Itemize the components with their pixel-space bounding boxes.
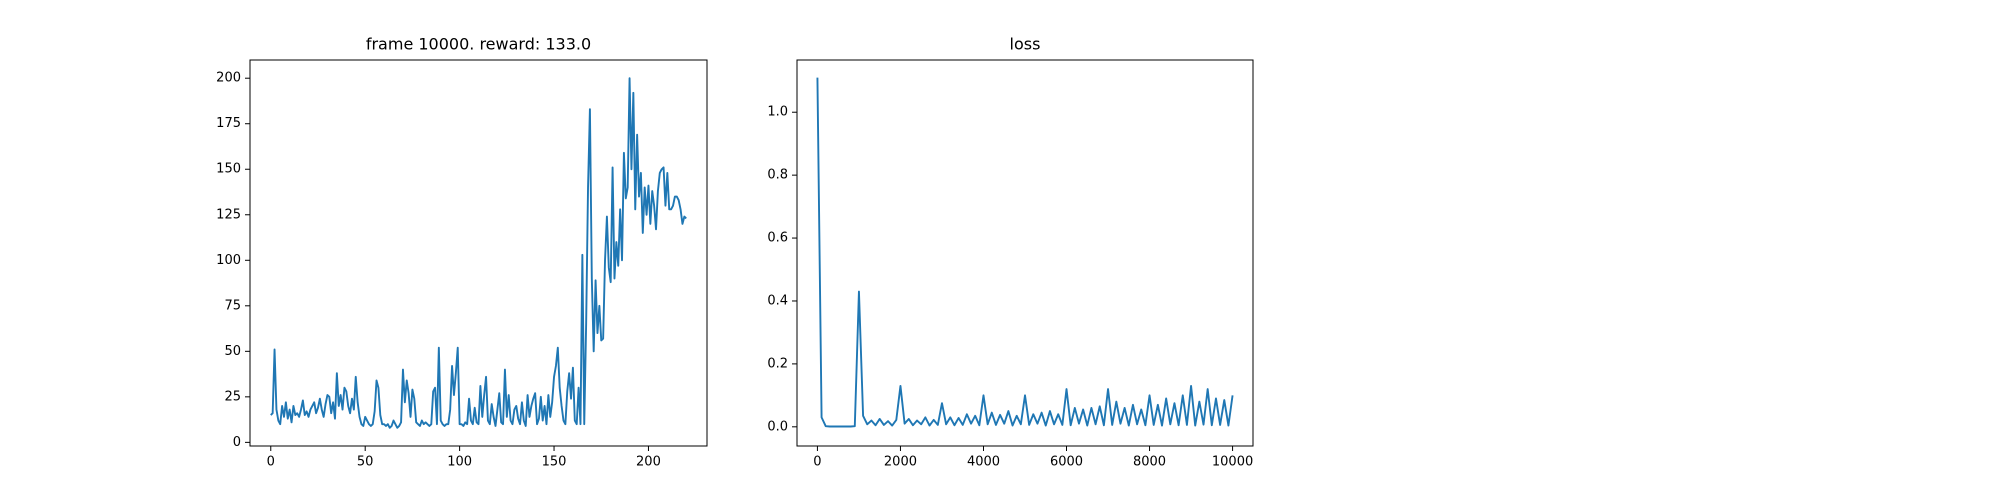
x-tick-label: 0: [267, 455, 275, 470]
x-tick-label: 2000: [884, 455, 917, 470]
x-tick-label: 200: [636, 455, 661, 470]
data-line: [816, 77, 1234, 428]
axes-frame: [249, 59, 708, 447]
y-tick-label: 125: [216, 207, 241, 222]
chart-title: loss: [1010, 35, 1041, 54]
y-tick-label: 50: [224, 344, 241, 359]
y-tick-label: 0.6: [767, 231, 788, 246]
y-tick-label: 0.8: [767, 168, 788, 183]
x-tick-label: 4000: [967, 455, 1000, 470]
data-line: [270, 77, 687, 429]
y-tick-label: 0: [233, 435, 241, 450]
y-tick-label: 0.2: [767, 356, 788, 371]
y-tick-label: 100: [216, 253, 241, 268]
y-tick-label: 150: [216, 162, 241, 177]
x-tick-label: 10000: [1212, 455, 1253, 470]
y-tick-label: 200: [216, 71, 241, 86]
chart-title: frame 10000. reward: 133.0: [366, 35, 591, 54]
x-tick-label: 0: [813, 455, 821, 470]
x-tick-label: 8000: [1133, 455, 1166, 470]
y-tick-label: 175: [216, 116, 241, 131]
axes-frame: [796, 59, 1254, 447]
y-tick-label: 75: [224, 298, 241, 313]
x-tick-label: 100: [447, 455, 472, 470]
x-tick-label: 50: [357, 455, 374, 470]
x-tick-label: 150: [542, 455, 567, 470]
x-tick-label: 6000: [1050, 455, 1083, 470]
y-tick-label: 0.4: [767, 293, 788, 308]
y-tick-label: 0.0: [767, 419, 788, 434]
y-tick-label: 25: [224, 389, 241, 404]
y-tick-label: 1.0: [767, 105, 788, 120]
